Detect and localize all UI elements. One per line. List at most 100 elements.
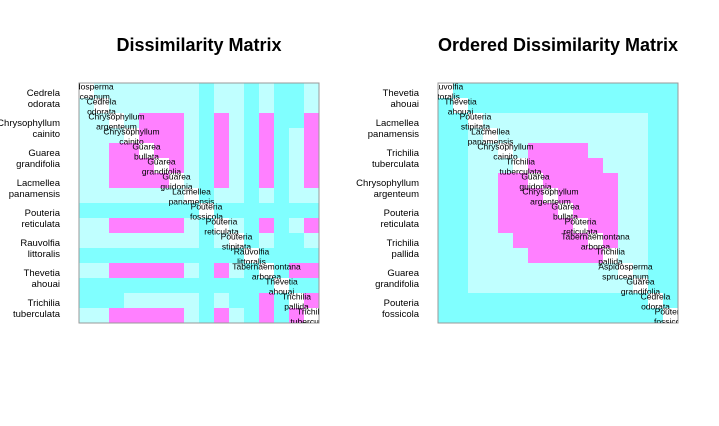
heatmap-cell	[139, 83, 155, 99]
heatmap-cell	[663, 203, 679, 219]
heatmap-cell	[618, 293, 634, 309]
heatmap-cell	[453, 173, 469, 189]
heatmap-cell	[648, 128, 664, 144]
heatmap-cell	[139, 263, 155, 279]
diagonal-label: Pouteria fossicola	[654, 307, 687, 327]
heatmap-cell	[94, 143, 110, 159]
heatmap-cell	[633, 173, 649, 189]
heatmap-cell	[184, 188, 200, 204]
heatmap-cell	[184, 173, 200, 189]
heatmap-cell	[199, 233, 215, 249]
heatmap-cell	[663, 158, 679, 174]
heatmap-cell	[259, 128, 275, 144]
heatmap-cell	[528, 113, 544, 129]
heatmap-cell	[453, 308, 469, 324]
heatmap-cell	[543, 308, 559, 324]
heatmap-cell	[274, 203, 290, 219]
heatmap-cell	[438, 233, 454, 249]
heatmap-cell	[109, 248, 125, 264]
heatmap-cell	[214, 128, 230, 144]
heatmap-cell	[543, 188, 559, 204]
heatmap-cell	[498, 263, 514, 279]
heatmap-cell	[543, 233, 559, 249]
heatmap-cell	[199, 98, 215, 114]
heatmap-cell	[124, 248, 140, 264]
heatmap-cell	[169, 308, 185, 324]
heatmap-cell	[244, 233, 260, 249]
heatmap-cell	[618, 98, 634, 114]
heatmap-cell	[453, 293, 469, 309]
heatmap-cell	[663, 143, 679, 159]
heatmap-cell	[468, 188, 484, 204]
heatmap-cell	[453, 203, 469, 219]
heatmap-cell	[558, 278, 574, 294]
heatmap-cell	[573, 233, 589, 249]
heatmap-cell	[633, 263, 649, 279]
heatmap-cell	[124, 143, 140, 159]
heatmap-cell	[124, 128, 140, 144]
row-label: Pouteria fossicola	[382, 298, 420, 320]
heatmap-cell	[259, 188, 275, 204]
heatmap-cell	[304, 158, 320, 174]
heatmap-cell	[79, 83, 95, 99]
heatmap-cell	[169, 98, 185, 114]
diagonal-label: Aspidosperma spruceanum	[59, 82, 114, 102]
heatmap-cell	[498, 83, 514, 99]
row-label: Thevetia ahouai	[24, 268, 61, 290]
heatmap-cell	[543, 143, 559, 159]
heatmap-cell	[214, 83, 230, 99]
heatmap-cell	[229, 293, 245, 309]
heatmap-cell	[453, 143, 469, 159]
heatmap-cell	[573, 308, 589, 324]
heatmap-cell	[94, 173, 110, 189]
heatmap-cell	[244, 203, 260, 219]
heatmap-cell	[304, 203, 320, 219]
heatmap-cell	[573, 83, 589, 99]
row-label: Trichilia tuberculata	[372, 148, 420, 170]
heatmap-cell	[603, 218, 619, 234]
heatmap-cell	[438, 218, 454, 234]
heatmap-cell	[199, 308, 215, 324]
heatmap-cell	[468, 98, 484, 114]
heatmap-cell	[663, 128, 679, 144]
diagonal-label: Rauvolfia littoralis	[428, 82, 464, 102]
heatmap-cell	[483, 113, 499, 129]
heatmap-cell	[184, 143, 200, 159]
heatmap-cell	[663, 233, 679, 249]
heatmap-cell	[94, 113, 110, 129]
heatmap-cell	[663, 248, 679, 264]
heatmap-cell	[79, 143, 95, 159]
heatmap-cell	[588, 293, 604, 309]
heatmap-cell	[588, 233, 604, 249]
heatmap-cell	[528, 188, 544, 204]
heatmap-cell	[603, 143, 619, 159]
heatmap-cell	[304, 113, 320, 129]
heatmap-cell	[124, 203, 140, 219]
heatmap-cell	[558, 128, 574, 144]
heatmap-cell	[588, 143, 604, 159]
heatmap-cell	[184, 278, 200, 294]
heatmap-cell	[618, 143, 634, 159]
heatmap-cell	[139, 158, 155, 174]
heatmap-cell	[169, 188, 185, 204]
heatmap-cell	[648, 173, 664, 189]
heatmap-cell	[573, 293, 589, 309]
diagonal-label: Rauvolfia littoralis	[234, 247, 270, 267]
heatmap-cell	[603, 278, 619, 294]
heatmap-cell	[663, 263, 679, 279]
heatmap-cell	[513, 248, 529, 264]
heatmap-cell	[438, 263, 454, 279]
heatmap-cell	[438, 158, 454, 174]
row-label: Thevetia ahouai	[383, 88, 420, 110]
heatmap-cell	[618, 173, 634, 189]
heatmap-cell	[663, 173, 679, 189]
heatmap-cell	[633, 98, 649, 114]
heatmap-cell	[618, 263, 634, 279]
heatmap-cell	[169, 173, 185, 189]
heatmap-cell	[244, 218, 260, 234]
row-label: Chrysophyllum cainito	[0, 118, 60, 140]
heatmap-cell	[558, 143, 574, 159]
heatmap-cell	[603, 98, 619, 114]
heatmap-cell	[663, 278, 679, 294]
row-label: Trichilia pallida	[387, 238, 420, 260]
